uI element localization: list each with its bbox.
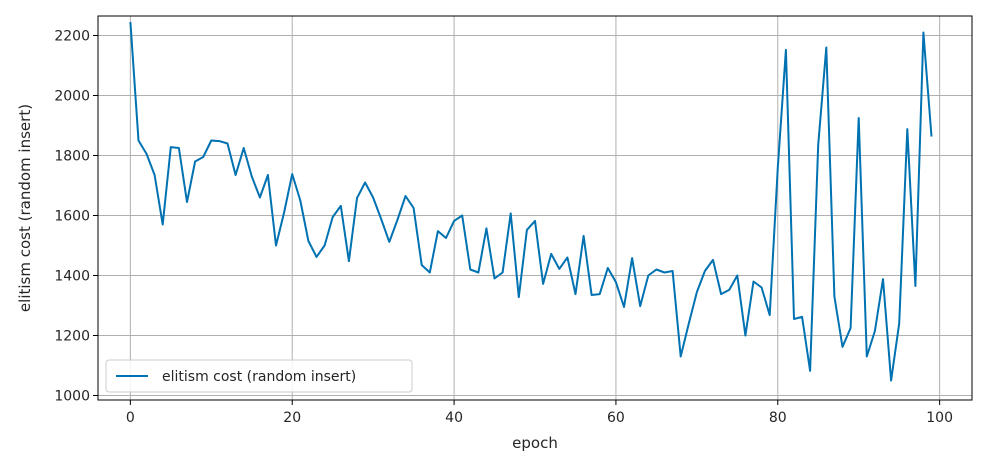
x-axis-title: epoch	[512, 434, 558, 452]
y-tick-label: 1000	[54, 389, 90, 405]
x-tick-label: 60	[607, 410, 625, 426]
legend: elitism cost (random insert)	[105, 359, 413, 393]
axes-frame	[97, 15, 973, 401]
legend-box	[105, 359, 413, 393]
legend-label: elitism cost (random insert)	[162, 369, 356, 385]
grid-lines	[98, 16, 972, 400]
y-tick-label: 2200	[54, 29, 90, 45]
y-tick-label: 1600	[54, 209, 90, 225]
x-tick-label: 40	[445, 410, 463, 426]
x-tick-label: 0	[126, 410, 135, 426]
x-tick-label: 80	[769, 410, 787, 426]
y-axis: 1000 1200 1400 1600 1800 2000 2200	[54, 29, 98, 405]
y-tick-label: 2000	[54, 89, 90, 105]
y-tick-label: 1800	[54, 149, 90, 165]
x-axis: 0 20 40 60 80 100	[126, 400, 953, 426]
series-line	[129, 21, 933, 382]
y-tick-label: 1200	[54, 329, 90, 345]
y-axis-title: elitism cost (random insert)	[16, 104, 34, 312]
x-tick-label: 100	[926, 410, 953, 426]
plot-area	[129, 21, 933, 382]
x-tick-label: 20	[283, 410, 301, 426]
y-tick-label: 1400	[54, 269, 90, 285]
